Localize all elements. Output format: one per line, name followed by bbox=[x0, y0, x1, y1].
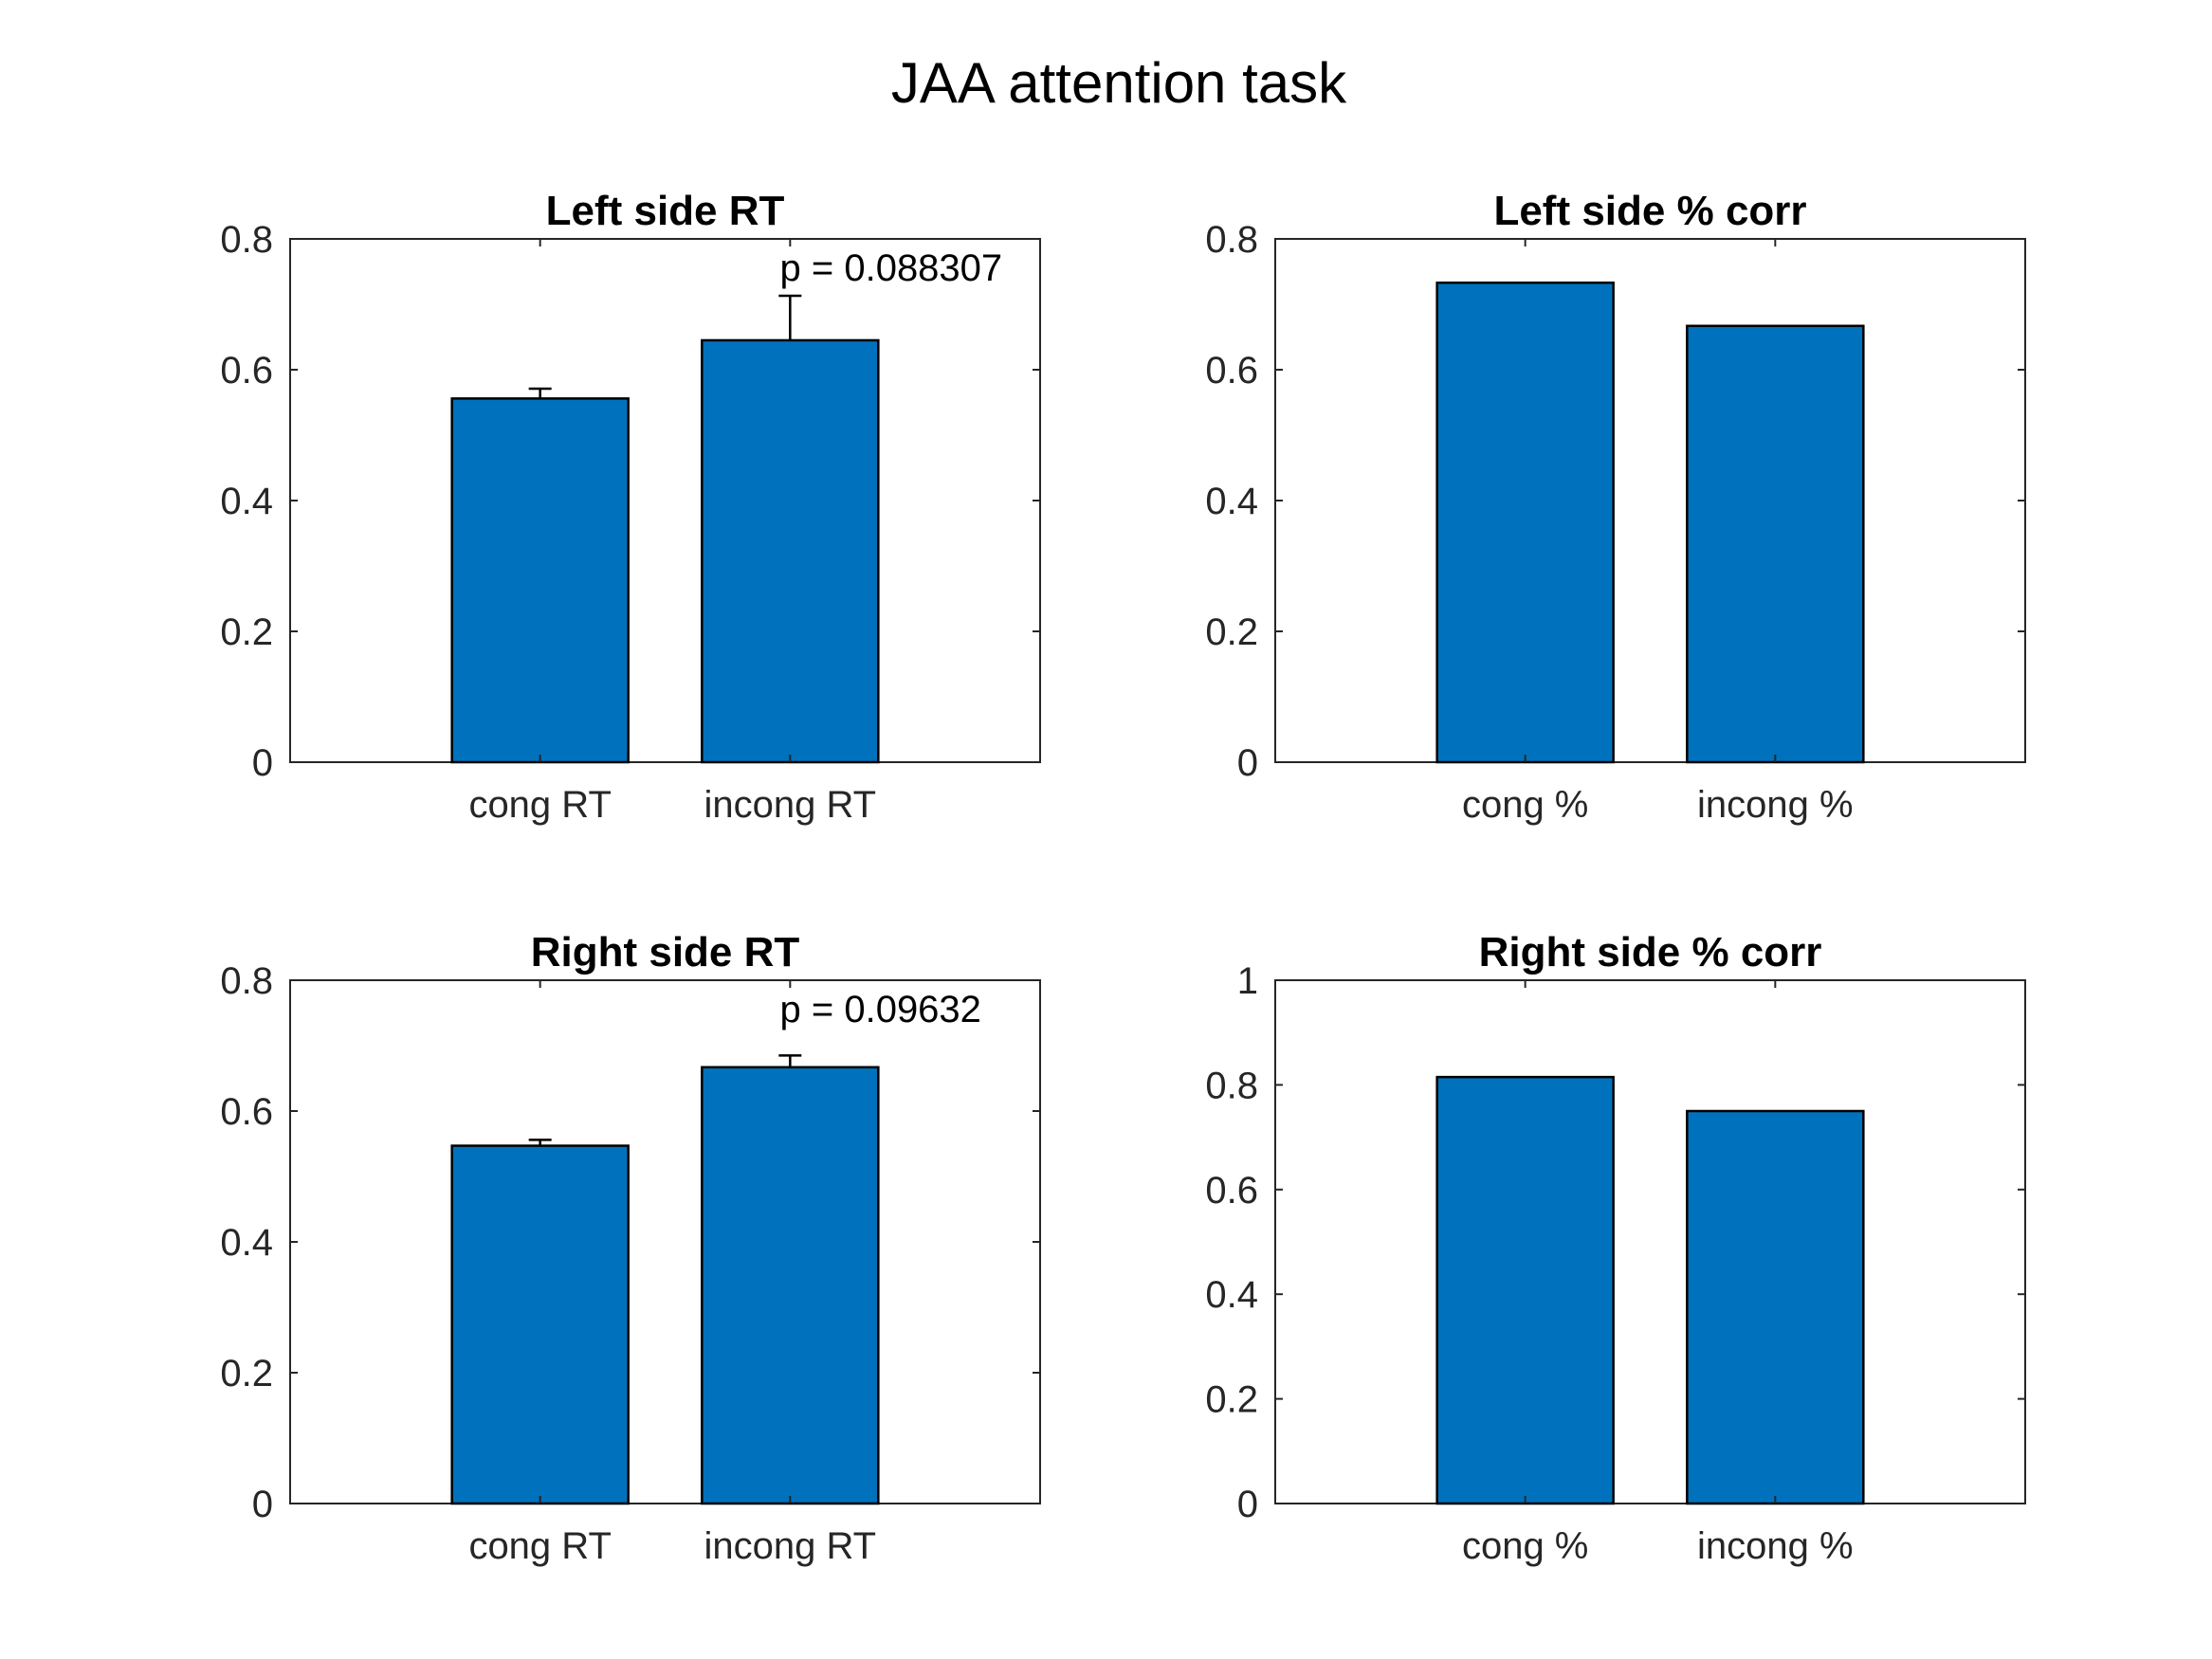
subplot-title: Left side RT bbox=[546, 188, 785, 234]
y-tick-label: 0.8 bbox=[1205, 219, 1258, 261]
axes-box bbox=[289, 238, 1041, 763]
bar-incong-rt bbox=[701, 338, 880, 764]
y-tick-label: 0.4 bbox=[220, 481, 273, 522]
y-tick-label: 0 bbox=[1237, 742, 1258, 784]
subplot-left-side-rt: Left side RT 0 0.2 0.4 0.6 0.8 cong RT incong R… bbox=[220, 188, 1041, 826]
axes-box bbox=[289, 979, 1041, 1504]
bar-incong-pct bbox=[1686, 1109, 1865, 1505]
figure-title: JAA attention task bbox=[891, 51, 1347, 115]
axes-box bbox=[1274, 238, 2026, 763]
y-tick-label: 1 bbox=[1237, 960, 1258, 1002]
p-value-annotation: p = 0.09632 bbox=[780, 989, 981, 1030]
y-tick-label: 0.2 bbox=[220, 611, 273, 653]
x-tick-label: incong % bbox=[1697, 1525, 1854, 1567]
bar-cong-pct bbox=[1435, 281, 1615, 764]
y-tick-label: 0 bbox=[252, 742, 273, 784]
bar-incong-rt bbox=[701, 1066, 880, 1505]
y-tick-label: 0.8 bbox=[220, 219, 273, 261]
x-tick-label: cong % bbox=[1462, 784, 1588, 826]
bar-cong-rt bbox=[450, 1144, 630, 1505]
y-tick-label: 0.6 bbox=[220, 350, 273, 392]
y-tick-label: 0.8 bbox=[220, 960, 273, 1002]
y-tick-label: 0.6 bbox=[220, 1091, 273, 1133]
x-tick-label: incong % bbox=[1697, 784, 1854, 826]
x-tick-label: cong RT bbox=[468, 1525, 611, 1567]
x-tick-label: cong RT bbox=[468, 784, 611, 826]
y-tick-label: 0.4 bbox=[1205, 481, 1258, 522]
y-tick-label: 0 bbox=[1237, 1484, 1258, 1525]
subplot-right-side-rt: Right side RT 0 0.2 0.4 0.6 0.8 cong RT incong … bbox=[220, 929, 1041, 1567]
axes-box bbox=[1274, 979, 2026, 1504]
bar-cong-pct bbox=[1435, 1075, 1615, 1505]
x-tick-label: incong RT bbox=[704, 784, 877, 826]
y-tick-label: 0.2 bbox=[1205, 1379, 1258, 1421]
y-tick-label: 0.4 bbox=[220, 1222, 273, 1264]
bar-incong-pct bbox=[1686, 324, 1865, 764]
y-tick-label: 0.8 bbox=[1205, 1065, 1258, 1106]
subplot-title: Right side % corr bbox=[1479, 929, 1822, 975]
y-tick-label: 0.2 bbox=[1205, 611, 1258, 653]
y-tick-label: 0.6 bbox=[1205, 1170, 1258, 1212]
subplot-right-side-pct-corr: Right side % corr 0 0.2 0.4 0.6 0.8 1 cong % inc… bbox=[1205, 929, 2026, 1567]
x-tick-label: cong % bbox=[1462, 1525, 1588, 1567]
subplot-grid: Left side RT 0 0.2 0.4 0.6 0.8 cong RT incong R… bbox=[220, 188, 2026, 1567]
y-tick-label: 0.2 bbox=[220, 1353, 273, 1395]
y-tick-label: 0 bbox=[252, 1484, 273, 1525]
subplot-left-side-pct-corr: Left side % corr 0 0.2 0.4 0.6 0.8 cong % incon… bbox=[1205, 188, 2026, 826]
subplot-title: Left side % corr bbox=[1493, 188, 1806, 234]
y-tick-label: 0.4 bbox=[1205, 1274, 1258, 1316]
x-tick-label: incong RT bbox=[704, 1525, 877, 1567]
subplot-title: Right side RT bbox=[531, 929, 800, 975]
y-tick-label: 0.6 bbox=[1205, 350, 1258, 392]
bar-cong-rt bbox=[450, 397, 630, 764]
p-value-annotation: p = 0.088307 bbox=[780, 247, 1003, 289]
